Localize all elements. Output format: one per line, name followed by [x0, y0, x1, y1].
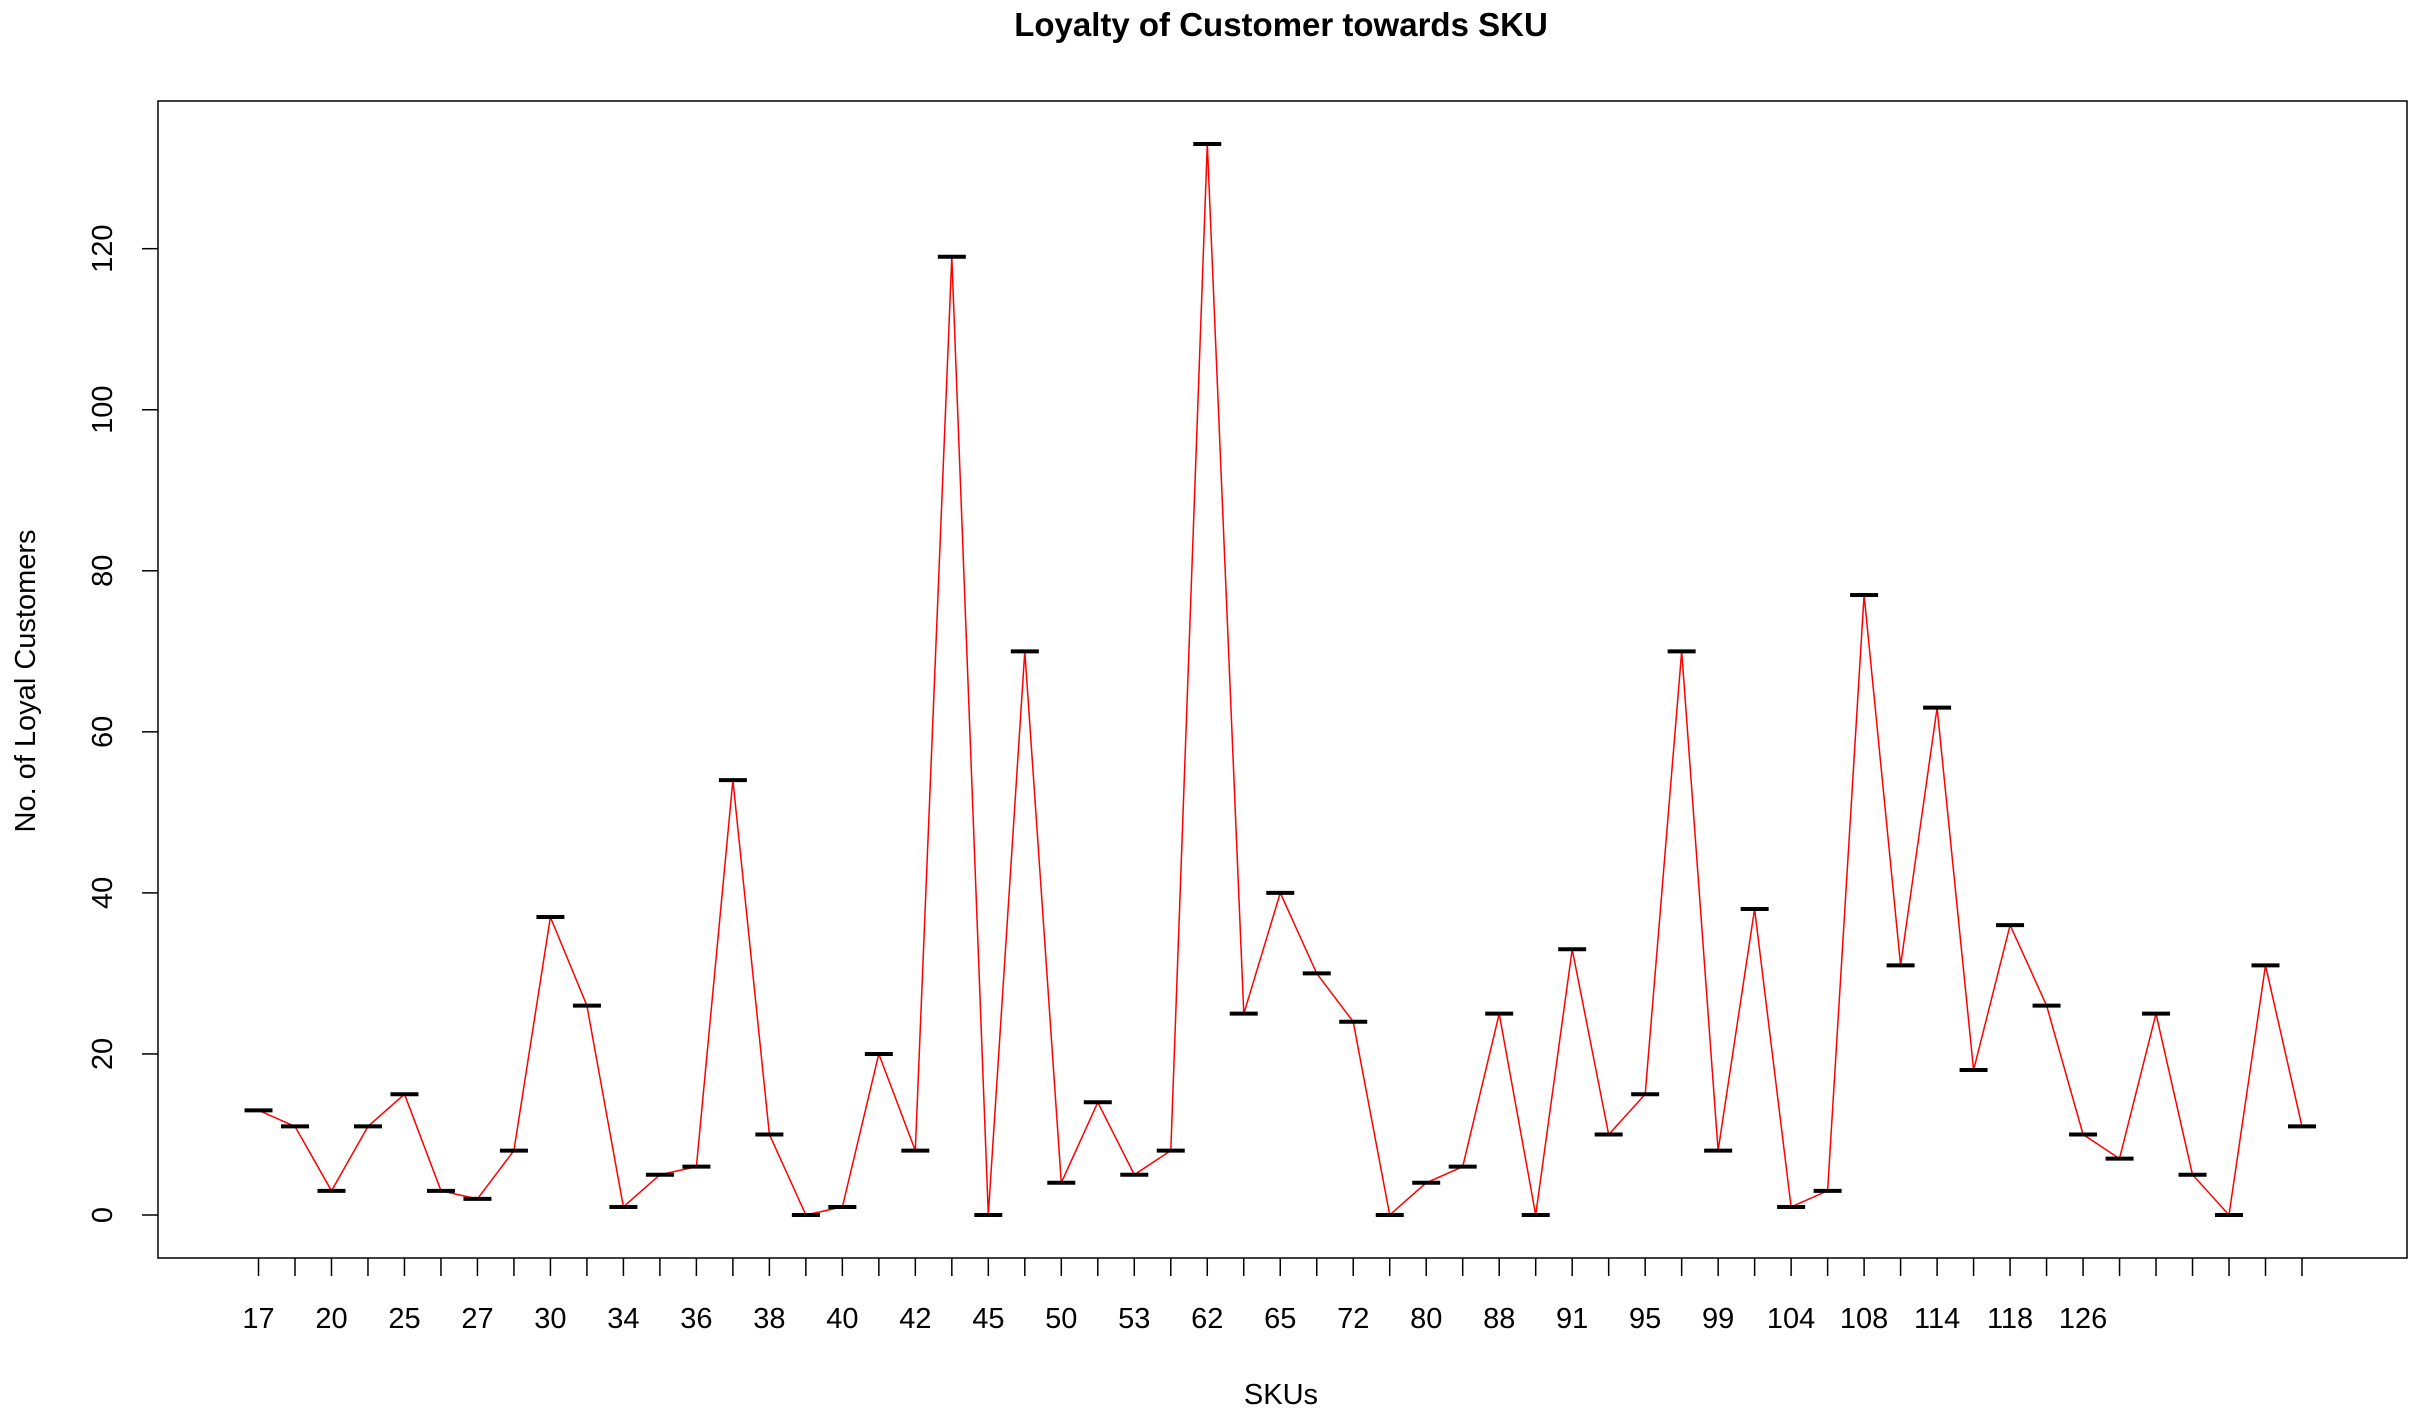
x-axis: 17 20 25 27 30 34 36 38 40 42 45 50 53 62 65 72 80 88 91 95… — [242, 1258, 2303, 1335]
x-axis-label: SKUs — [1244, 1379, 1318, 1411]
x-tick-label: 50 — [1045, 1303, 1077, 1335]
x-tick-label: 99 — [1702, 1303, 1734, 1335]
x-tick-label: 34 — [607, 1303, 639, 1335]
y-tick-label: 60 — [87, 716, 119, 748]
x-tick-label: 80 — [1410, 1303, 1442, 1335]
x-tick-label: 20 — [315, 1303, 347, 1335]
x-tick-label: 65 — [1264, 1303, 1296, 1335]
y-axis: 0 20 40 60 80 100 120 — [87, 224, 158, 1223]
x-tick-label: 62 — [1191, 1303, 1223, 1335]
x-tick-label: 126 — [2059, 1303, 2107, 1335]
y-tick-label: 80 — [87, 555, 119, 587]
x-tick-label: 45 — [972, 1303, 1004, 1335]
y-axis-label: No. of Loyal Customers — [10, 529, 42, 832]
x-tick-label: 72 — [1337, 1303, 1369, 1335]
plot-frame — [157, 100, 2408, 1259]
x-tick-label: 40 — [826, 1303, 858, 1335]
series-loyal-customers — [244, 142, 2316, 1217]
x-tick-label: 88 — [1483, 1303, 1515, 1335]
x-tick-label: 30 — [534, 1303, 566, 1335]
y-tick-label: 100 — [87, 386, 119, 434]
x-tick-label: 114 — [1914, 1303, 1960, 1335]
x-tick-label: 104 — [1767, 1303, 1815, 1335]
chart-title: Loyalty of Customer towards SKU — [1014, 6, 1548, 43]
x-tick-label: 108 — [1840, 1303, 1888, 1335]
y-tick-label: 40 — [87, 877, 119, 909]
x-tick-label: 118 — [1987, 1303, 2033, 1335]
x-tick-label: 27 — [461, 1303, 493, 1335]
y-tick-label: 0 — [87, 1207, 119, 1223]
y-tick-label: 20 — [87, 1038, 119, 1070]
y-tick-label: 120 — [87, 224, 119, 272]
x-tick-label: 25 — [388, 1303, 420, 1335]
x-tick-label: 91 — [1556, 1303, 1588, 1335]
series-line — [258, 143, 2303, 1217]
x-tick-label: 17 — [242, 1303, 274, 1335]
x-tick-label: 95 — [1629, 1303, 1661, 1335]
x-tick-label: 38 — [753, 1303, 785, 1335]
x-tick-label: 36 — [680, 1303, 712, 1335]
x-tick-label: 53 — [1118, 1303, 1150, 1335]
x-tick-label: 42 — [899, 1303, 931, 1335]
